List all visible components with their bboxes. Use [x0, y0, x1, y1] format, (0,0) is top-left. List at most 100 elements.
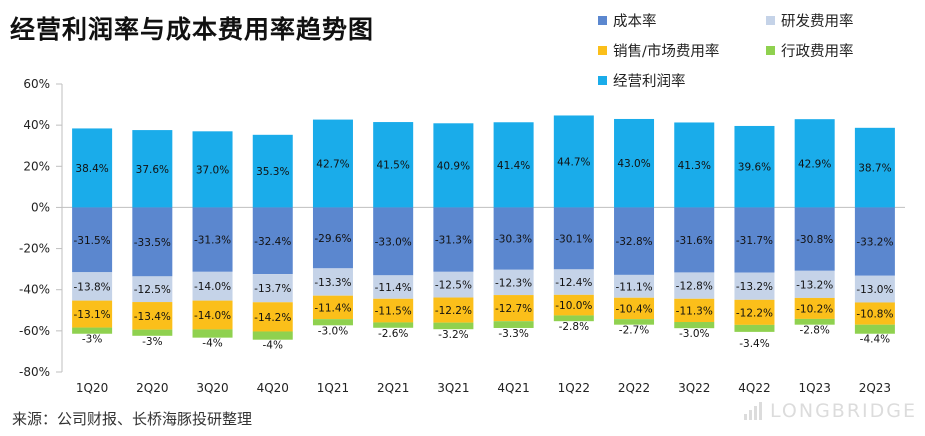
bar-admin	[192, 329, 233, 338]
y-tick-label: -40%	[19, 283, 50, 297]
bar-operating-margin	[614, 118, 655, 208]
bar-cost	[553, 207, 594, 270]
data-label-operating-margin: 42.9%	[798, 158, 831, 170]
legend-swatch-sales	[598, 46, 607, 55]
bar-admin	[493, 321, 534, 328]
bar-operating-margin	[72, 128, 113, 208]
bar-rd	[192, 271, 233, 301]
bar-rd	[674, 272, 715, 299]
x-category-label: 2Q20	[136, 381, 168, 395]
bar-admin	[674, 322, 715, 329]
legend-item-cost: 成本率	[598, 10, 657, 31]
y-tick-label: 0%	[31, 200, 50, 214]
bar-sales	[794, 297, 835, 319]
bar-admin	[132, 329, 173, 336]
data-label-operating-margin: 37.6%	[136, 164, 169, 176]
bar-sales	[674, 298, 715, 323]
watermark-text: LONGBRIDGE	[770, 400, 917, 422]
data-label-sales: -11.3%	[676, 305, 713, 317]
data-label-cost: -32.4%	[254, 236, 291, 248]
y-tick-label: 60%	[23, 77, 50, 91]
bar-admin	[252, 331, 293, 340]
data-label-sales: -14.0%	[194, 310, 231, 322]
x-category-label: 1Q22	[558, 381, 590, 395]
bar-operating-margin	[312, 119, 353, 208]
data-label-rd: -12.3%	[495, 277, 532, 289]
legend-label-operating-margin: 经营利润率	[613, 74, 686, 90]
legend: 成本率 研发费用率 销售/市场费用率 行政费用率 经营利润率	[598, 8, 918, 113]
bar-sales	[312, 295, 353, 320]
data-label-admin: -4.4%	[860, 334, 890, 346]
bar-admin	[854, 324, 895, 334]
data-label-rd: -13.7%	[254, 283, 291, 295]
data-label-cost: -31.3%	[435, 235, 472, 247]
bar-sales	[493, 295, 534, 322]
bar-admin	[433, 322, 474, 330]
data-label-admin: -2.8%	[559, 321, 589, 333]
data-label-cost: -31.5%	[74, 235, 111, 247]
bar-rd	[854, 275, 895, 303]
data-label-admin: -4%	[202, 338, 222, 350]
data-label-admin: -3%	[82, 334, 102, 346]
data-label-cost: -31.6%	[676, 235, 713, 247]
longbridge-watermark: LONGBRIDGE	[744, 400, 917, 422]
bar-sales	[72, 300, 113, 328]
y-tick-label: 40%	[23, 118, 50, 132]
bar-cost	[132, 207, 173, 277]
data-label-operating-margin: 38.7%	[858, 163, 891, 175]
data-label-operating-margin: 37.0%	[196, 164, 229, 176]
bar-admin	[794, 318, 835, 325]
data-label-operating-margin: 44.7%	[557, 156, 590, 168]
x-category-label: 4Q22	[738, 381, 770, 395]
data-label-operating-margin: 41.3%	[678, 160, 711, 172]
data-label-cost: -31.3%	[194, 235, 231, 247]
bar-cost	[312, 207, 353, 269]
data-label-sales: -10.4%	[615, 303, 652, 315]
data-label-operating-margin: 40.9%	[437, 160, 470, 172]
legend-item-operating-margin: 经营利润率	[598, 70, 686, 91]
data-label-operating-margin: 41.5%	[376, 160, 409, 172]
data-label-rd: -14.0%	[194, 281, 231, 293]
bar-rd	[553, 269, 594, 295]
bar-rd	[132, 276, 173, 303]
data-label-cost: -32.8%	[615, 236, 652, 248]
bar-cost	[252, 207, 293, 275]
bar-rd	[734, 272, 775, 300]
bar-cost	[192, 207, 233, 272]
data-label-operating-margin: 38.4%	[75, 163, 108, 175]
bar-rd	[312, 268, 353, 296]
bar-sales	[132, 302, 173, 330]
bar-operating-margin	[854, 127, 895, 208]
data-label-sales: -11.5%	[375, 306, 412, 318]
data-label-sales: -13.1%	[74, 309, 111, 321]
data-label-cost: -33.2%	[856, 237, 893, 249]
data-label-cost: -30.3%	[495, 234, 532, 246]
bar-admin	[72, 327, 113, 334]
data-label-rd: -12.5%	[134, 284, 171, 296]
data-label-admin: -3.2%	[438, 329, 468, 341]
legend-label-admin: 行政费用率	[781, 44, 854, 60]
data-label-cost: -30.1%	[555, 233, 592, 245]
bar-rd	[72, 272, 113, 301]
y-tick-label: -60%	[19, 324, 50, 338]
y-tick-label: -20%	[19, 242, 50, 256]
bar-admin	[614, 319, 655, 325]
legend-swatch-rd	[766, 16, 775, 25]
data-label-admin: -2.8%	[799, 325, 829, 337]
legend-label-sales: 销售/市场费用率	[613, 44, 720, 60]
x-category-label: 2Q21	[377, 381, 409, 395]
legend-swatch-operating-margin	[598, 76, 607, 85]
bar-operating-margin	[674, 122, 715, 208]
data-label-operating-margin: 42.7%	[316, 159, 349, 171]
legend-label-rd: 研发费用率	[781, 14, 854, 30]
data-label-rd: -11.1%	[615, 281, 652, 293]
data-label-sales: -14.2%	[254, 312, 291, 324]
data-label-sales: -12.2%	[435, 305, 472, 317]
data-label-rd: -11.4%	[375, 282, 412, 294]
data-label-admin: -4%	[263, 340, 283, 352]
bar-cost	[72, 207, 113, 273]
bar-admin	[373, 322, 414, 328]
x-category-label: 2Q22	[618, 381, 650, 395]
legend-label-cost: 成本率	[613, 14, 657, 30]
bar-cost	[674, 207, 715, 273]
